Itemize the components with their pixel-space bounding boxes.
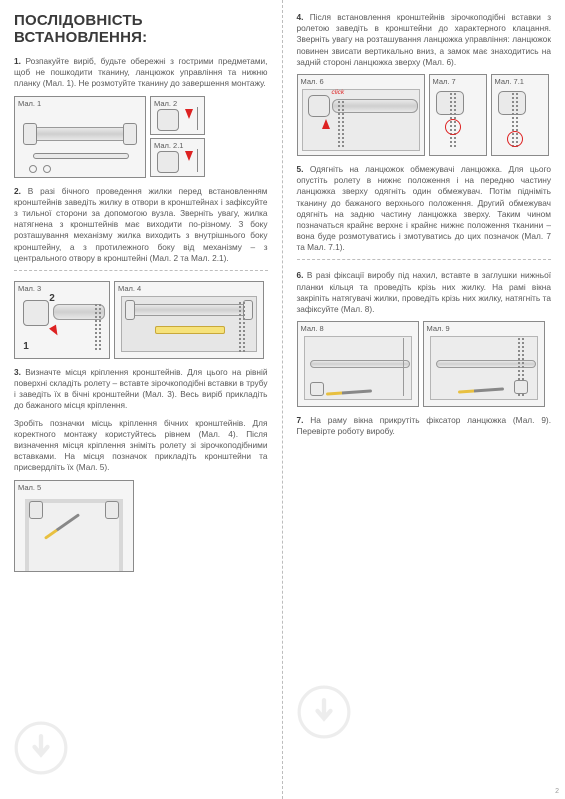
figure-2: Мал. 2 [150, 96, 205, 135]
figure-2-1: Мал. 2.1 [150, 138, 205, 177]
fig-5-label: Мал. 5 [18, 483, 41, 492]
figure-7-1: Мал. 7.1 [491, 74, 549, 156]
fig-row-1: Мал. 1 Мал. 2 Мал. 2.1 [14, 96, 268, 178]
step-5-text: 5. Одягніть на ланцюжок обмежувачі ланцю… [297, 164, 552, 254]
fig-row-5: Мал. 8 Мал. 9 [297, 321, 552, 407]
anno-1: 1 [19, 340, 33, 354]
figure-3: Мал. 3 1 2 [14, 281, 110, 359]
figure-6: Мал. 6 click [297, 74, 425, 156]
figure-8: Мал. 8 [297, 321, 419, 407]
step-3a-text: 3. Визначте місця кріплення кронштейнів.… [14, 367, 268, 412]
figure-7: Мал. 7 [429, 74, 487, 156]
step-2-text: 2. В разі бічного проведення жилки перед… [14, 186, 268, 264]
step-6-text: 6. В разі фіксації виробу під нахил, вст… [297, 270, 552, 315]
step-4-text: 4. Після встановлення кронштейнів зірочк… [297, 12, 552, 68]
figure-1: Мал. 1 [14, 96, 146, 178]
fig-71-label: Мал. 7.1 [495, 77, 524, 86]
fig-row-3: Мал. 5 [14, 480, 268, 572]
step-3b-text: Зробіть позначки місць кріплення бічних … [14, 418, 268, 474]
fig-2-label: Мал. 2 [154, 99, 177, 108]
fig-row-4: Мал. 6 click Мал. 7 Мал. 7.1 [297, 74, 552, 156]
watermark-icon [297, 685, 351, 739]
right-column: 4. Після встановлення кронштейнів зірочк… [283, 0, 565, 799]
figure-9: Мал. 9 [423, 321, 545, 407]
fig-9-label: Мал. 9 [427, 324, 450, 333]
watermark-icon [14, 721, 68, 775]
fig-4-label: Мал. 4 [118, 284, 141, 293]
fig-21-label: Мал. 2.1 [154, 141, 183, 150]
fig-7-label: Мал. 7 [433, 77, 456, 86]
fig-1-label: Мал. 1 [18, 99, 41, 108]
divider-1 [14, 270, 268, 271]
step-1-text: 1. Розпакуйте виріб, будьте обережні з г… [14, 56, 268, 90]
fig-8-label: Мал. 8 [301, 324, 324, 333]
page-number: 2 [555, 788, 559, 795]
page-title: ПОСЛІДОВНІСТЬ ВСТАНОВЛЕННЯ: [14, 12, 268, 46]
figure-5: Мал. 5 [14, 480, 134, 572]
anno-2: 2 [45, 292, 59, 306]
fig-3-label: Мал. 3 [18, 284, 41, 293]
click-label: click [332, 89, 345, 96]
fig-row-2: Мал. 3 1 2 Мал. 4 [14, 281, 268, 359]
fig-6-label: Мал. 6 [301, 77, 324, 86]
divider-2 [297, 259, 552, 260]
instruction-page: ПОСЛІДОВНІСТЬ ВСТАНОВЛЕННЯ: 1. Розпакуйт… [0, 0, 565, 799]
left-column: ПОСЛІДОВНІСТЬ ВСТАНОВЛЕННЯ: 1. Розпакуйт… [0, 0, 283, 799]
step-7-text: 7. На раму вікна прикрутіть фіксатор лан… [297, 415, 552, 437]
figure-4: Мал. 4 [114, 281, 264, 359]
